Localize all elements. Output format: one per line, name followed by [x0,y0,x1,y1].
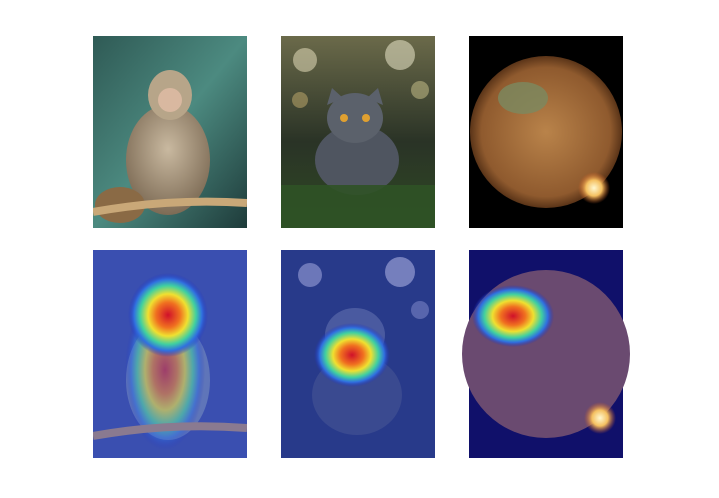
retina-heatmap [462,250,630,458]
monkey-photo [93,36,247,228]
cat-heatmap [281,250,435,458]
cat-photo [281,36,435,228]
retina-photo [469,36,623,228]
monkey-heatmap [93,250,247,458]
